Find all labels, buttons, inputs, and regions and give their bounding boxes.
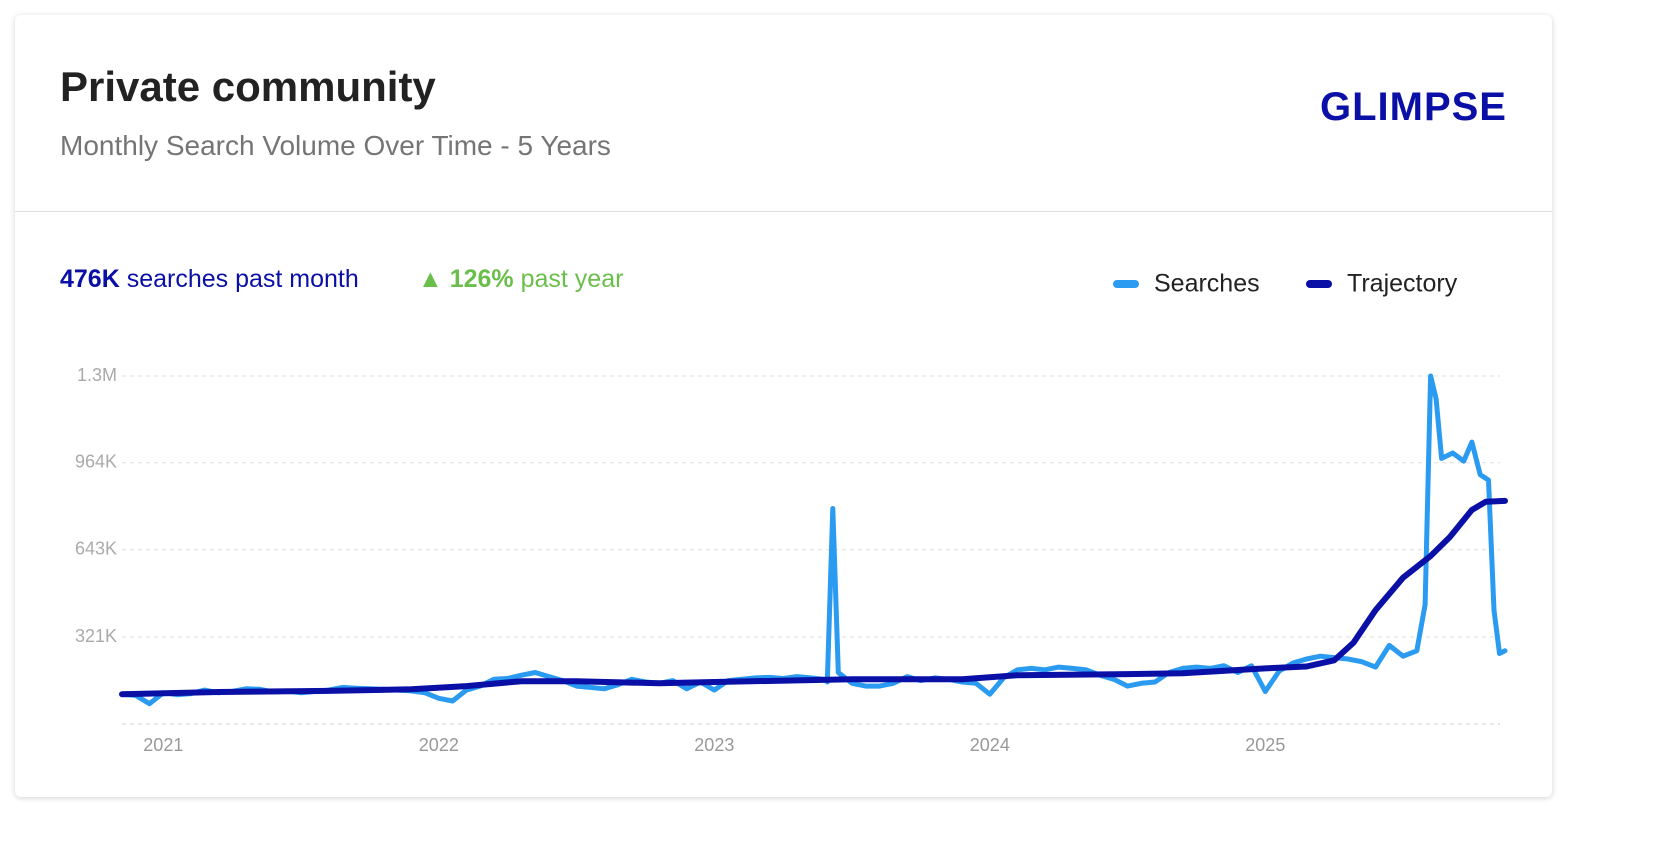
growth-text: past year: [520, 265, 624, 293]
x-tick-label: 2022: [419, 735, 459, 755]
title: Private community: [60, 63, 436, 110]
x-tick-label: 2023: [694, 735, 734, 755]
series-line: [119, 373, 1508, 707]
x-tick-label: 2021: [143, 735, 183, 755]
growth: 126%: [449, 265, 514, 293]
x-tick-label: 2024: [970, 735, 1010, 755]
legend-label: Searches: [1154, 270, 1260, 298]
card: Private community Monthly Search Volume …: [15, 15, 1552, 797]
subtitle: Monthly Search Volume Over Time - 5 Year…: [60, 130, 611, 161]
volume-stat: 476K searches past month: [60, 265, 359, 294]
divider: [15, 211, 1552, 212]
logo: GLIMPSE: [1319, 85, 1507, 129]
up-arrow: ▲: [418, 265, 443, 293]
growth-stat: ▲ 126% past year: [418, 265, 623, 294]
legend-label: Trajectory: [1347, 270, 1458, 298]
y-tick-label: 643K: [75, 538, 117, 558]
y-tick-label: 321K: [75, 626, 117, 646]
series-line: [119, 497, 1508, 698]
y-tick-label: 964K: [75, 451, 117, 471]
x-tick-label: 2025: [1245, 735, 1285, 755]
volume-text: searches past month: [126, 265, 359, 293]
volume: 476K: [60, 265, 120, 293]
y-tick-label: 1.3M: [77, 365, 117, 385]
